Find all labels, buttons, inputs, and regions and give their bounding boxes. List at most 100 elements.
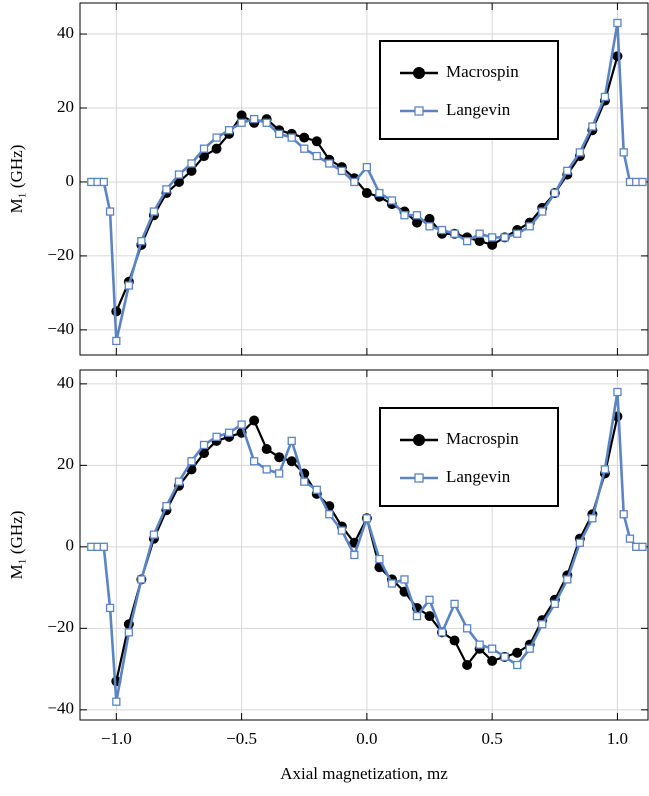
marker (424, 213, 435, 224)
marker (224, 428, 234, 437)
marker (638, 542, 647, 551)
marker (387, 579, 397, 588)
y-tick-label: 40 (57, 23, 74, 42)
y-tick-label: −40 (47, 319, 74, 338)
x-tick-label: −0.5 (226, 729, 257, 748)
marker (350, 177, 359, 187)
marker (612, 51, 623, 62)
marker (525, 222, 534, 231)
marker (112, 697, 121, 706)
marker (312, 151, 321, 161)
marker (212, 432, 221, 441)
marker (487, 655, 498, 666)
legend-label: Macrospin (446, 429, 519, 448)
x-axis-label: Axial magnetization, mz (280, 764, 448, 783)
marker (588, 122, 597, 131)
marker (538, 207, 547, 216)
marker (375, 188, 384, 198)
marker (199, 440, 209, 450)
x-tick-label: 0.5 (482, 729, 503, 748)
marker (262, 465, 271, 474)
marker (619, 510, 628, 519)
marker (211, 143, 222, 154)
marker (475, 229, 484, 238)
marker (325, 159, 334, 168)
legend-marker (414, 473, 424, 483)
x-tick-label: −1.0 (101, 729, 132, 748)
marker (224, 126, 234, 135)
marker (488, 233, 497, 242)
marker (588, 514, 597, 523)
marker (99, 177, 108, 187)
marker (299, 132, 310, 143)
marker (450, 229, 459, 238)
marker (424, 611, 435, 622)
marker (199, 448, 210, 459)
marker (462, 236, 472, 246)
marker (162, 501, 171, 511)
marker (362, 514, 372, 523)
marker (513, 660, 522, 670)
marker (400, 575, 409, 584)
marker (312, 485, 321, 494)
marker (474, 236, 485, 247)
marker (600, 92, 610, 102)
marker (412, 611, 422, 621)
marker (400, 211, 409, 220)
marker (287, 436, 296, 446)
y-tick-label: −40 (47, 699, 74, 718)
legend-marker (413, 67, 425, 79)
marker (412, 211, 422, 220)
y-tick-label: 20 (57, 97, 74, 116)
marker (325, 510, 334, 519)
marker (187, 457, 196, 466)
marker (425, 595, 434, 604)
marker (437, 628, 447, 637)
y-axis-label: M₁ (GHz) (7, 145, 26, 214)
y-tick-label: 20 (57, 454, 74, 473)
marker (124, 628, 134, 637)
marker (638, 177, 647, 187)
x-tick-label: 1.0 (607, 729, 628, 748)
marker (199, 144, 209, 153)
marker (361, 188, 372, 199)
marker (337, 526, 346, 535)
legend-marker (413, 434, 425, 446)
marker (124, 281, 134, 290)
marker (450, 599, 459, 609)
legend-label: Langevin (446, 467, 511, 486)
marker (149, 207, 159, 216)
legend-box (379, 40, 559, 140)
marker (186, 165, 197, 176)
marker (105, 603, 115, 613)
y-tick-label: 0 (66, 171, 75, 190)
marker (437, 225, 447, 235)
marker (619, 148, 628, 157)
marker (99, 542, 108, 551)
marker (249, 415, 260, 426)
legend-label: Macrospin (446, 62, 519, 81)
marker (600, 465, 610, 474)
marker (274, 452, 285, 463)
marker (286, 456, 297, 467)
marker (488, 644, 497, 653)
marker (362, 163, 372, 172)
marker (411, 217, 422, 228)
marker (262, 118, 271, 127)
y-tick-label: 40 (57, 373, 74, 392)
marker (613, 387, 622, 397)
marker (162, 185, 171, 194)
marker (212, 133, 221, 142)
marker (475, 640, 484, 649)
marker (275, 129, 284, 139)
marker (375, 554, 384, 564)
marker (105, 207, 115, 216)
marker (311, 136, 322, 147)
marker (487, 239, 498, 250)
marker (137, 575, 146, 584)
marker (137, 236, 146, 246)
marker (462, 624, 472, 633)
marker (513, 229, 522, 238)
marker (563, 575, 572, 584)
marker (249, 114, 259, 124)
